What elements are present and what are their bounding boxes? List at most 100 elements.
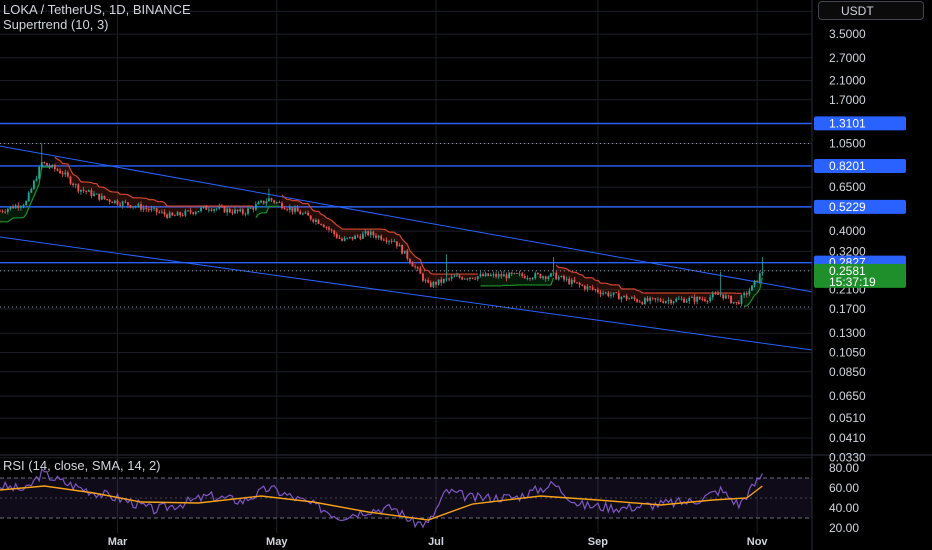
candle-body — [737, 302, 740, 304]
candle — [740, 294, 743, 307]
candle-body — [419, 268, 422, 274]
candle-body — [636, 299, 638, 302]
candle — [166, 213, 169, 220]
candle — [262, 200, 265, 205]
candle — [466, 277, 469, 281]
candle — [390, 238, 393, 244]
price-tick-label: 0.0510 — [829, 411, 866, 425]
candle — [690, 295, 693, 299]
candle-body — [696, 297, 699, 302]
candle-body — [513, 273, 516, 274]
candle-body — [667, 300, 670, 302]
supertrend-up-line — [751, 295, 756, 300]
candle — [184, 208, 187, 217]
price-tick-label: 0.3200 — [829, 244, 866, 258]
candle — [77, 183, 80, 194]
supertrend-fill — [446, 274, 450, 279]
candle — [638, 299, 641, 303]
time-axis[interactable]: Mar May Jul Sep Nov — [108, 536, 769, 548]
supertrend-down-line — [59, 160, 64, 165]
candle-body — [19, 206, 22, 208]
candle-body — [168, 212, 171, 218]
time-tick-label: Sep — [588, 536, 608, 548]
candle — [549, 272, 552, 278]
candle-body — [38, 166, 41, 179]
candle — [743, 291, 746, 299]
price-axis[interactable]: 4.50003.50002.70002.10001.70001.30001.05… — [829, 4, 866, 464]
candle-body — [643, 298, 646, 305]
candle-body — [617, 292, 620, 300]
candle-body — [555, 272, 558, 280]
rsi-axis[interactable]: 80.00 60.00 40.00 20.00 — [829, 461, 859, 535]
candle — [502, 271, 505, 277]
candle — [544, 275, 547, 282]
candle-body — [625, 295, 628, 300]
candle-body — [116, 200, 119, 205]
candle — [440, 276, 443, 286]
candle-body — [247, 208, 249, 214]
level-price-label: 1.3101 — [829, 116, 866, 130]
candle-body — [241, 209, 244, 214]
candle — [341, 237, 343, 242]
level-price-label: 0.8201 — [829, 159, 866, 173]
supertrend-fill — [676, 293, 679, 299]
candle — [213, 208, 216, 214]
supertrend-fill — [488, 274, 491, 286]
candle-body — [82, 189, 85, 191]
supertrend-fill — [342, 229, 345, 241]
supertrend-fill — [143, 198, 147, 210]
candle — [359, 233, 362, 241]
candle-body — [646, 298, 649, 302]
candle — [301, 212, 304, 216]
candle — [422, 272, 424, 283]
candle — [168, 210, 171, 219]
candle — [492, 271, 495, 278]
candle — [299, 209, 302, 215]
supertrend-down-line — [576, 272, 580, 275]
candle — [375, 232, 377, 240]
candle — [607, 290, 610, 298]
candle-body — [466, 278, 469, 280]
candle-body — [424, 280, 427, 282]
candle — [680, 296, 683, 301]
candle-body — [497, 274, 500, 277]
candle — [119, 202, 122, 208]
candle — [80, 189, 82, 195]
supertrend-fill — [302, 203, 306, 214]
indicator-title: Supertrend (10, 3) — [3, 17, 109, 32]
candle — [570, 277, 573, 288]
candle-body — [320, 223, 323, 225]
candle-body — [500, 274, 503, 277]
supertrend-fill — [663, 293, 666, 303]
supertrend-down-line — [605, 282, 609, 285]
candle — [87, 189, 90, 192]
supertrend-fill — [10, 206, 14, 220]
candle — [617, 290, 620, 300]
candle — [218, 203, 221, 210]
candle-body — [534, 273, 537, 279]
candle-body — [121, 201, 124, 206]
supertrend-down-line — [608, 283, 612, 286]
candle-body — [724, 295, 727, 299]
candle-body — [111, 201, 114, 204]
supertrend-fill — [362, 229, 366, 234]
candle — [333, 229, 336, 237]
supertrend-down-line — [109, 190, 113, 193]
candle — [539, 273, 542, 279]
supertrend-fill — [391, 232, 395, 242]
candle — [200, 206, 202, 213]
supertrend-fill — [485, 273, 489, 286]
candle — [672, 301, 675, 305]
candle-body — [354, 235, 357, 240]
price-tick-label: 2.7000 — [829, 51, 866, 65]
supertrend-fill — [603, 283, 606, 294]
candle — [620, 296, 623, 303]
candle — [338, 235, 341, 240]
candle-body — [64, 172, 67, 175]
currency-button[interactable]: USDT — [818, 1, 924, 20]
candle-body — [680, 298, 683, 300]
candle — [275, 201, 278, 205]
candle-body — [12, 206, 14, 209]
supertrend-fill — [469, 274, 473, 279]
